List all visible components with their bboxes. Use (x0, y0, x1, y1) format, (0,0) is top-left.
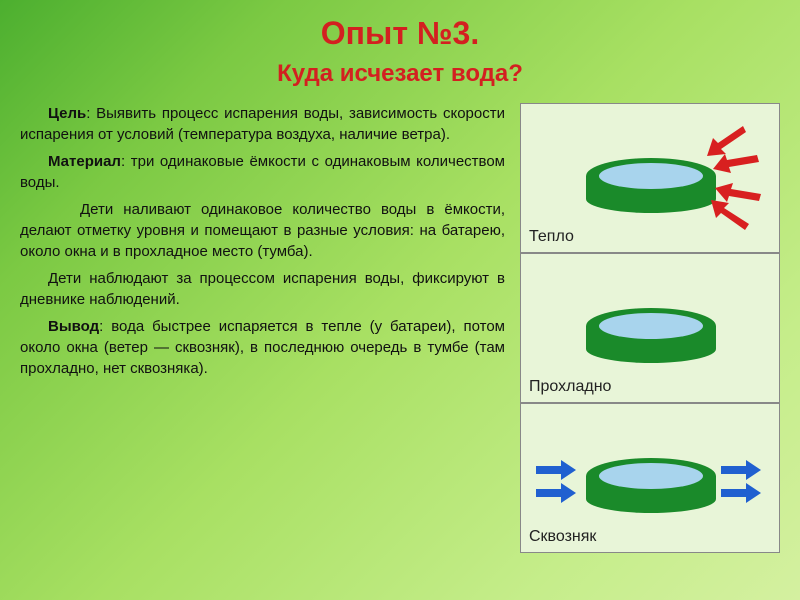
conclusion-label: Вывод (48, 318, 99, 335)
material-label: Материал (48, 153, 121, 170)
body2-paragraph: Дети наблюдают за процессом испарения во… (20, 268, 505, 310)
bowl-icon (586, 308, 716, 363)
panel-cool: Прохладно (520, 253, 780, 403)
panel-draft-label: Сквозняк (529, 528, 596, 546)
goal-text: : Выявить процесс испарения воды, зависи… (20, 105, 505, 143)
panel-draft: Сквозняк (520, 403, 780, 553)
conclusion-paragraph: Вывод: вода быстрее испаряется в тепле (… (20, 316, 505, 379)
content-row: Цель: Выявить процесс испарения воды, за… (20, 103, 780, 553)
diagram-column: Тепло Прохладно (520, 103, 780, 553)
bowl-icon (586, 458, 716, 513)
text-column: Цель: Выявить процесс испарения воды, за… (20, 103, 505, 553)
page-subtitle: Куда исчезает вода? (20, 60, 780, 88)
panel-warm-label: Тепло (529, 228, 574, 246)
goal-label: Цель (48, 105, 86, 122)
body1-paragraph: Дети наливают одинаковое количество воды… (20, 199, 505, 262)
material-paragraph: Материал: три одинаковые ёмкости с одина… (20, 151, 505, 193)
goal-paragraph: Цель: Выявить процесс испарения воды, за… (20, 103, 505, 145)
panel-warm: Тепло (520, 103, 780, 253)
panel-cool-label: Прохладно (529, 378, 611, 396)
page-title: Опыт №3. (20, 15, 780, 52)
bowl-icon (586, 158, 716, 213)
